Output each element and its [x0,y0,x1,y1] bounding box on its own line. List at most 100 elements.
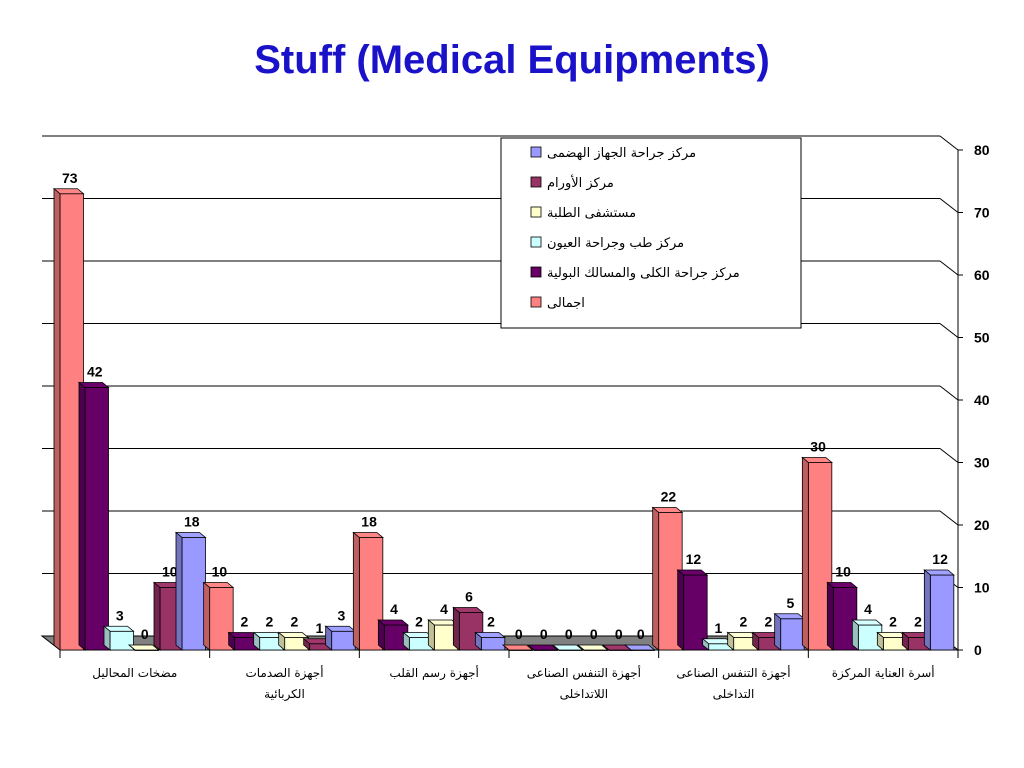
bar [331,630,356,651]
bar-side [103,625,111,651]
category-label: الكربائية [264,687,305,702]
legend-box [500,137,802,329]
category-label: مضخات المحاليل [92,666,177,680]
gridline-depth [939,135,959,151]
data-label: 73 [62,170,78,186]
bar-side [527,644,535,651]
bar-side [377,619,385,651]
data-label: 10 [835,564,851,580]
data-label: 4 [390,601,398,617]
bar-side [228,631,236,651]
gridline-depth [939,198,959,213]
chart-title: Stuff (Medical Equipments) [254,38,770,82]
data-label: 1 [316,620,324,636]
legend-label: مستشفى الطلبة [547,206,636,221]
y-tick-label: 80 [974,142,990,158]
data-label: 0 [565,626,573,642]
data-label: 12 [686,551,702,567]
legend-swatch [530,266,542,278]
data-label: 6 [465,589,473,605]
bar-side [153,581,161,651]
data-label: 5 [787,595,795,611]
bar-side [702,637,710,651]
category-label: أجهزة الصدمات [245,665,323,681]
bar [181,537,206,651]
y-tick-label: 60 [974,267,990,283]
data-label: 2 [266,614,274,630]
legend-swatch [530,236,542,248]
data-label: 10 [162,564,178,580]
legend-label: مركز جراحة الجهاز الهضمى [547,146,696,161]
bar-side [677,569,685,651]
bar-side [325,625,333,651]
gridline-depth [939,323,959,338]
bar-side [901,631,909,651]
gridline-depth [939,385,959,401]
bar-side [278,631,286,651]
bar-side [303,637,311,651]
data-label: 12 [932,551,948,567]
bar [780,618,805,651]
data-label: 2 [889,614,897,630]
data-label: 30 [810,439,826,455]
y-tick-label: 40 [974,392,990,408]
legend-swatch [530,206,542,218]
bar-side [652,506,660,651]
data-label: 0 [141,626,149,642]
y-tick-label: 70 [974,205,990,221]
bar-side [402,631,410,651]
data-label: 0 [540,626,548,642]
bar-side [602,644,610,651]
bar-side [923,569,931,651]
y-tick-label: 50 [974,330,990,346]
bar-side [624,644,632,651]
legend-label: مركز جراحة الكلى والمسالك البولية [547,266,740,281]
bar-side [727,631,735,651]
bar [929,574,955,651]
data-label: 2 [291,614,299,630]
bar-side [203,581,211,651]
category-label: أجهزة رسم القلب [389,665,478,681]
gridline-depth [939,448,959,463]
data-label: 1 [715,620,723,636]
data-label: 22 [661,489,677,505]
category-label: اللاتداخلى [560,687,609,701]
data-label: 4 [440,601,448,617]
y-tick-label: 10 [974,580,990,596]
legend-label: اجمالى [547,296,585,311]
bar-side [128,644,136,651]
bar [84,387,109,651]
y-tick-label: 30 [974,455,990,471]
gridline-depth [939,510,959,526]
bar-side [801,456,809,651]
bar-side [577,644,585,651]
bar-side [552,644,560,651]
legend-swatch [530,176,542,188]
data-label: 2 [765,614,773,630]
data-label: 10 [212,564,228,580]
gridline-depth [939,260,959,276]
bar [109,630,134,651]
bar-side [78,381,86,651]
bar-side [752,631,760,651]
legend-label: مركز الأورام [547,174,614,191]
data-label: 2 [241,614,249,630]
bar-side [427,619,435,651]
bar-side [53,187,61,651]
legend-swatch [530,296,542,308]
bar [480,637,506,651]
bar-side [774,612,782,651]
category-label: التداخلى [713,687,755,701]
category-label: أجهزة التنفس الصناعى [676,665,790,681]
y-tick-label: 0 [974,642,982,658]
y-tick-label: 20 [974,517,990,533]
data-label: 0 [515,626,523,642]
bar-side [502,644,510,651]
data-label: 2 [487,614,495,630]
bar-side [452,606,460,651]
bar-side [826,581,834,651]
category-label: أجهزة التنفس الصناعى [527,665,641,681]
data-label: 2 [415,614,423,630]
data-label: 0 [590,626,598,642]
